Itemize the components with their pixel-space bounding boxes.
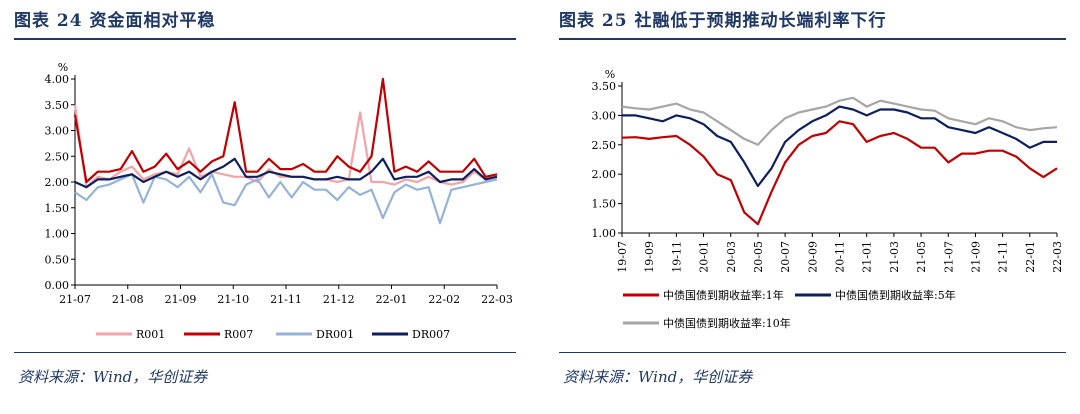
- x-tick-label: 20-01: [698, 241, 711, 273]
- x-tick-label: 20-11: [834, 241, 847, 273]
- source-note: 资料来源：Wind，华创证券: [563, 368, 753, 386]
- x-tick-label: 20-03: [725, 241, 738, 273]
- x-tick-label: 22-03: [481, 293, 513, 306]
- source-note: 资料来源：Wind，华创证券: [18, 368, 208, 386]
- figure-title: 图表 25 社融低于预期推动长端利率下行: [559, 11, 887, 31]
- series-line: [73, 77, 498, 184]
- x-tick-label: 22-02: [428, 293, 460, 306]
- series-line: [621, 96, 1058, 146]
- figure-title: 图表 24 资金面相对平稳: [14, 11, 216, 31]
- legend-label: 中债国债到期收益率:1年: [663, 288, 784, 302]
- bottom-rule: [14, 352, 516, 353]
- title-rule: [14, 38, 516, 40]
- y-tick-label: 0.00: [45, 279, 70, 292]
- y-axis-unit: %: [605, 68, 615, 81]
- x-tick-label: 21-09: [165, 293, 197, 306]
- series-line: [73, 104, 498, 189]
- legend-label: 中债国债到期收益率:10年: [663, 316, 791, 330]
- y-tick-label: 3.00: [45, 125, 70, 138]
- chart-panel-bond-yields: 图表 25 社融低于预期推动长端利率下行 % 1.00 1.50 2.00 2.50 3.…: [545, 0, 1080, 414]
- x-tick-label: 21-10: [217, 293, 249, 306]
- y-tick-label: 1.00: [45, 228, 70, 241]
- x-tick-label: 19-11: [670, 241, 683, 273]
- x-tick-label: 20-05: [752, 241, 765, 273]
- legend-label: DR007: [412, 328, 450, 341]
- x-tick-label: 21-11: [270, 293, 302, 306]
- legend-label: R007: [224, 328, 253, 341]
- y-tick-label: 2.00: [45, 176, 70, 189]
- y-tick-label: 1.00: [592, 227, 617, 240]
- title-rule: [559, 38, 1066, 40]
- chart-panel-funding: 图表 24 资金面相对平稳 % 0.00 0.50 1.00 1.50 2.00 2.50 3…: [0, 0, 530, 414]
- x-tick-label: 21-12: [323, 293, 355, 306]
- x-tick-label: 21-01: [861, 241, 874, 273]
- funding-rate-chart: % 0.00 0.50 1.00 1.50 2.00 2.50 3.00 3.50 4.00 21-…: [45, 61, 513, 341]
- y-tick-label: 2.00: [592, 168, 617, 181]
- bottom-rule: [559, 352, 1066, 353]
- x-tick-label: 21-11: [997, 241, 1010, 273]
- y-tick-label: 3.50: [45, 99, 70, 112]
- y-tick-label: 2.50: [592, 139, 617, 152]
- legend-label: DR001: [316, 328, 354, 341]
- x-tick-label: 20-07: [779, 241, 792, 273]
- series-line: [621, 120, 1058, 226]
- x-tick-label: 21-05: [915, 241, 928, 273]
- x-tick-label: 21-03: [888, 241, 901, 273]
- y-tick-label: 1.50: [45, 202, 70, 215]
- x-tick-label: 21-09: [969, 241, 982, 273]
- series-line: [622, 105, 1057, 188]
- legend-label: R001: [136, 328, 165, 341]
- series-line: [74, 157, 498, 189]
- series-line: [74, 173, 498, 225]
- y-tick-label: 2.50: [45, 150, 70, 163]
- y-axis-unit: %: [58, 61, 68, 74]
- x-tick-label: 21-07: [59, 293, 91, 306]
- x-tick-label: 21-08: [112, 293, 144, 306]
- x-tick-label: 20-09: [806, 241, 819, 273]
- y-tick-label: 3.00: [592, 109, 617, 122]
- y-tick-label: 1.50: [592, 198, 617, 211]
- legend-label: 中债国债到期收益率:5年: [835, 288, 956, 302]
- x-tick-label: 22-03: [1051, 241, 1064, 273]
- y-tick-label: 3.50: [592, 80, 617, 93]
- x-tick-label: 19-07: [616, 241, 629, 273]
- x-tick-label: 19-09: [643, 241, 656, 273]
- x-tick-label: 21-07: [942, 241, 955, 273]
- y-tick-label: 0.50: [45, 253, 70, 266]
- x-tick-label: 22-01: [1024, 241, 1037, 273]
- bond-yield-chart: % 1.00 1.50 2.00 2.50 3.00 3.50 19-07 19-09 19-11…: [592, 68, 1065, 330]
- y-tick-label: 4.00: [45, 73, 70, 86]
- x-tick-label: 22-01: [376, 293, 408, 306]
